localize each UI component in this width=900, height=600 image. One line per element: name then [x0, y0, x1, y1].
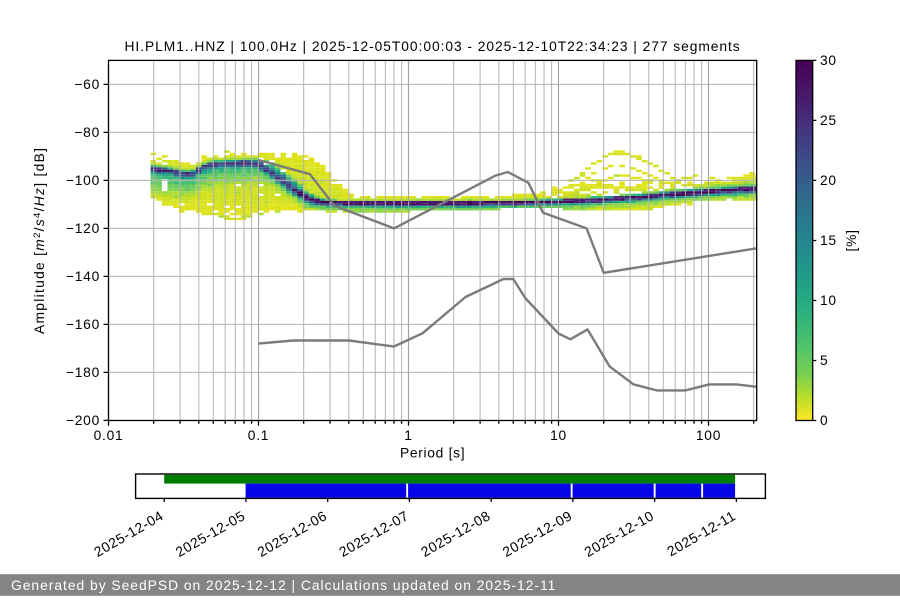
svg-text:1: 1: [404, 428, 412, 443]
svg-text:5: 5: [820, 353, 828, 368]
svg-text:−80: −80: [74, 125, 100, 140]
svg-text:[%]: [%]: [844, 229, 859, 251]
svg-text:15: 15: [820, 233, 837, 248]
svg-text:−180: −180: [66, 365, 100, 380]
svg-text:100: 100: [696, 428, 721, 443]
svg-text:10: 10: [550, 428, 567, 443]
svg-text:−200: −200: [66, 413, 100, 428]
svg-text:0.01: 0.01: [94, 428, 124, 443]
svg-text:HI.PLM1..HNZ | 100.0Hz | 2025-: HI.PLM1..HNZ | 100.0Hz | 2025-12-05T00:0…: [125, 39, 741, 54]
svg-text:0.1: 0.1: [248, 428, 269, 443]
svg-text:Generated by SeedPSD on 2025-1: Generated by SeedPSD on 2025-12-12 | Cal…: [11, 578, 556, 593]
svg-text:−160: −160: [66, 317, 100, 332]
svg-text:−120: −120: [66, 221, 100, 236]
svg-text:−100: −100: [66, 173, 100, 188]
svg-text:20: 20: [820, 173, 837, 188]
svg-text:25: 25: [820, 113, 837, 128]
svg-text:Period [s]: Period [s]: [400, 446, 465, 461]
svg-text:Amplitude [m2/s4/Hz] [dB]: Amplitude [m2/s4/Hz] [dB]: [32, 147, 47, 334]
svg-text:−60: −60: [74, 77, 100, 92]
svg-text:0: 0: [820, 413, 828, 428]
svg-text:10: 10: [820, 293, 837, 308]
svg-text:−140: −140: [66, 269, 100, 284]
svg-text:30: 30: [820, 53, 837, 68]
